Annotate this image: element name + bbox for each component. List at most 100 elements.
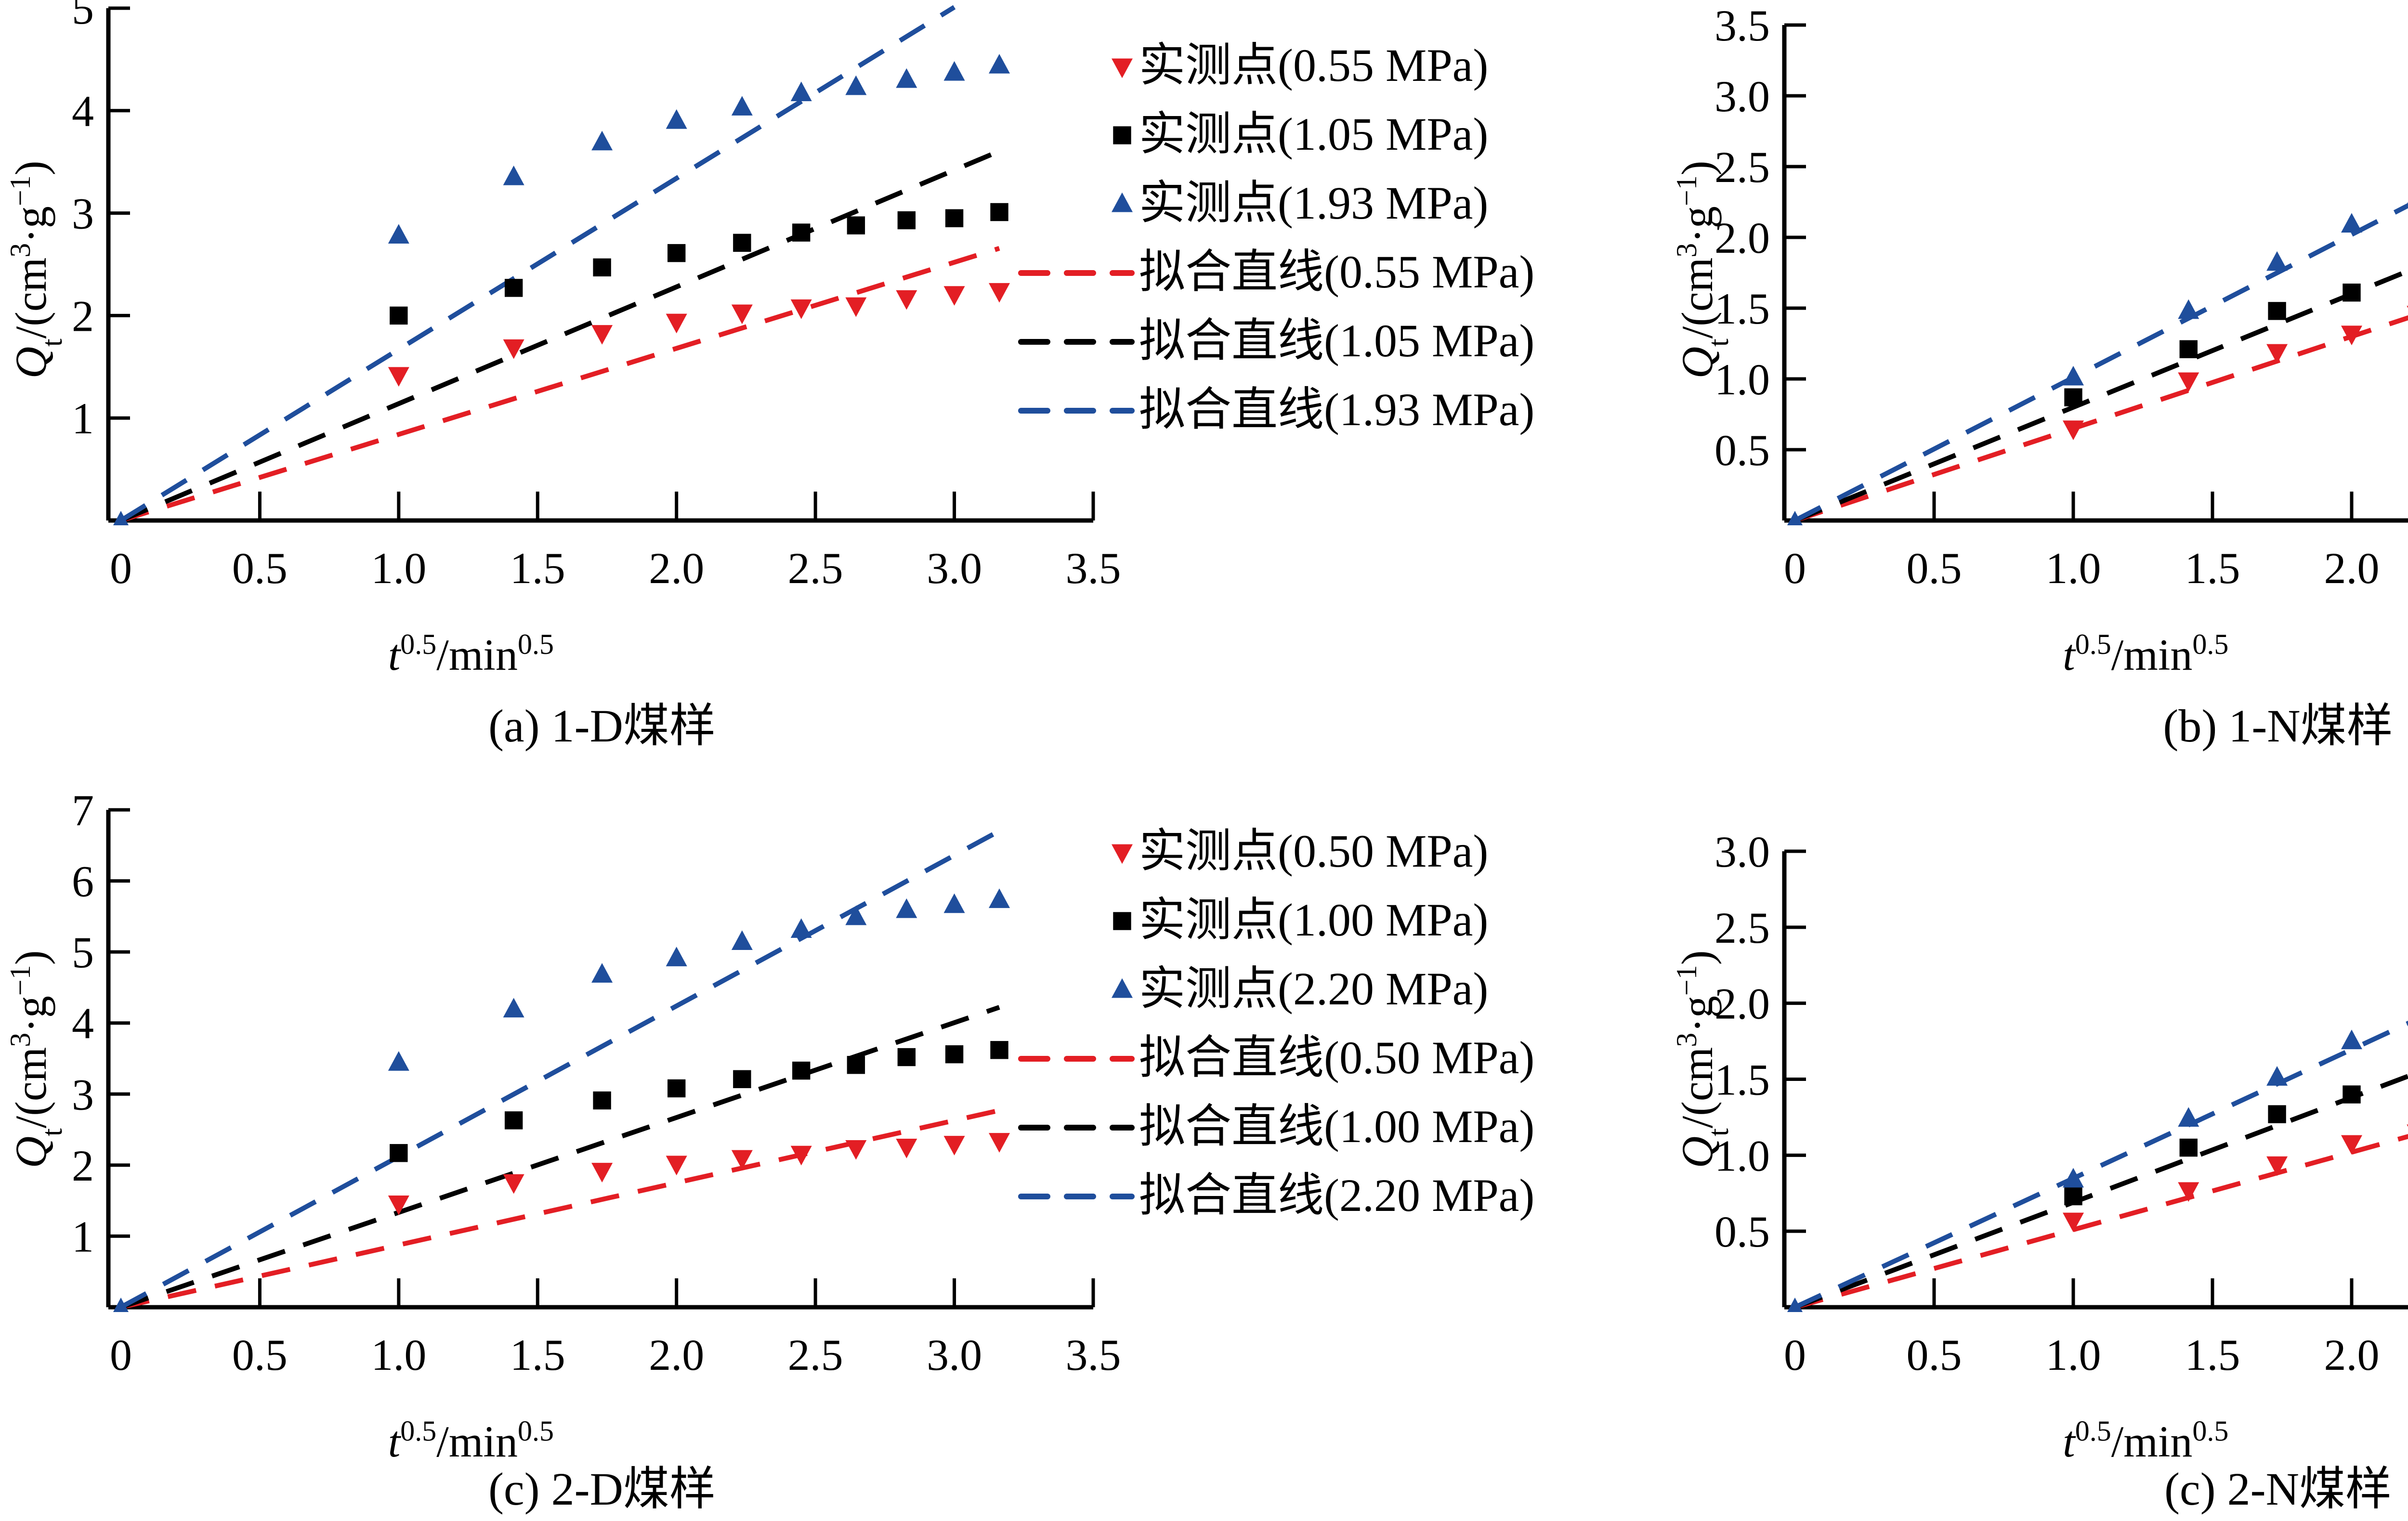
fit-line-black	[1794, 1073, 2408, 1310]
data-point-blue	[2341, 1029, 2362, 1050]
data-point-blue	[943, 893, 965, 913]
x-tick-label: 0.5	[232, 544, 288, 593]
data-point-blue	[2407, 1022, 2408, 1025]
data-point-red	[666, 1156, 687, 1176]
y-tick-label: 3.0	[1714, 72, 1770, 121]
data-point-black	[2343, 283, 2361, 302]
panel-a: 0 0.5 1.0 1.5 2.0 2.5 3.0 3.5 1 2 3 4 5 t0.5/min0.5 Qt…	[4, 0, 1534, 752]
data-point-blue	[845, 905, 867, 925]
panel-caption: (c) 2-N煤样	[2164, 1463, 2392, 1515]
data-point-red	[503, 339, 524, 359]
data-point-blue	[2063, 1168, 2084, 1188]
y-tick-label: 2.0	[1714, 213, 1770, 262]
x-tick-label: 3.5	[1066, 1330, 1121, 1379]
data-point-blue	[2063, 365, 2084, 386]
data-point-red	[790, 1145, 812, 1166]
data-point-blue	[2178, 299, 2199, 319]
panel-caption: (c) 2-D煤样	[488, 1463, 716, 1515]
legend-marker-square	[1113, 126, 1131, 144]
fit-line-blue	[1793, 203, 2408, 523]
data-point-black	[847, 216, 865, 234]
y-tick-label: 3	[72, 189, 94, 238]
y-tick-label: 2	[72, 1141, 94, 1190]
data-point-blue	[2407, 202, 2408, 205]
x-tick-label: 0.5	[232, 1330, 288, 1379]
legend-label: 实测点(0.55 MPa)	[1139, 39, 1488, 91]
x-tick-label: 0	[110, 1330, 132, 1379]
data-point-black	[945, 1045, 964, 1064]
x-tick-label: 1.0	[2046, 1330, 2101, 1379]
legend-item: 拟合直线(2.20 MPa)	[1018, 1170, 1534, 1221]
origin-marker	[1787, 1298, 1803, 1312]
data-point-blue	[989, 53, 1010, 74]
y-tick-label: 5	[72, 928, 94, 977]
y-tick-label: 1.5	[1714, 1055, 1770, 1105]
data-point-red	[896, 1138, 917, 1158]
data-point-blue	[388, 224, 409, 244]
legend-item: 实测点(1.00 MPa)	[1113, 894, 1488, 946]
y-tick-label: 1	[72, 394, 94, 443]
data-point-red	[503, 1174, 524, 1194]
data-point-red	[2178, 372, 2199, 392]
y-tick-label: 2.5	[1714, 903, 1770, 952]
x-axis-title: t0.5/min0.5	[388, 1415, 554, 1466]
data-point-red	[989, 1133, 1010, 1153]
legend-marker-triangle-up	[1112, 192, 1133, 212]
data-point-black	[945, 209, 964, 227]
panel-caption: (b) 1-N煤样	[2163, 700, 2393, 752]
legend-label: 拟合直线(1.00 MPa)	[1139, 1101, 1534, 1152]
data-point-blue	[943, 61, 965, 81]
data-point-blue	[731, 930, 753, 950]
data-point-red	[2341, 1135, 2362, 1155]
data-point-red	[731, 304, 753, 325]
legend-marker-square	[1113, 912, 1131, 930]
legend-item: 实测点(0.55 MPa)	[1112, 39, 1488, 91]
legend-item: 拟合直线(1.93 MPa)	[1018, 384, 1534, 435]
data-point-black	[847, 1056, 865, 1074]
data-point-black	[2179, 1138, 2198, 1157]
y-tick-label: 2.0	[1714, 979, 1770, 1028]
y-axis-title: Qt/(cm3·g−1)	[1671, 950, 1734, 1169]
data-point-black	[897, 1048, 916, 1066]
legend-item: 拟合直线(1.00 MPa)	[1018, 1101, 1534, 1152]
fit-line-blue	[119, 5, 956, 523]
x-tick-label: 3.0	[927, 544, 982, 593]
data-point-red	[989, 283, 1010, 303]
data-point-red	[943, 286, 965, 306]
y-tick-label: 7	[72, 786, 94, 835]
data-point-red	[2266, 1156, 2288, 1176]
data-point-blue	[731, 96, 753, 116]
y-tick-label: 4	[72, 999, 94, 1048]
data-point-black	[504, 1111, 523, 1130]
data-point-red	[591, 1163, 613, 1183]
fit-line-black	[120, 1005, 1000, 1310]
x-tick-label: 1.5	[510, 1330, 565, 1379]
origin-marker	[113, 511, 129, 525]
y-axis-title: Qt/(cm3·g−1)	[4, 950, 68, 1169]
x-axis-title: t0.5/min0.5	[388, 628, 554, 679]
x-tick-label: 1.5	[2185, 544, 2240, 593]
legend-item: 实测点(2.20 MPa)	[1112, 963, 1488, 1014]
y-axis-title: Qt/(cm3·g−1)	[1671, 161, 1734, 379]
legend: 实测点(0.55 MPa) 实测点(1.05 MPa) 实测点(1.93 MPa) 拟…	[1018, 39, 1534, 435]
data-point-blue	[845, 75, 867, 95]
data-point-black	[504, 279, 523, 297]
panel-caption: (a) 1-D煤样	[488, 700, 716, 752]
legend-label: 拟合直线(1.93 MPa)	[1139, 384, 1534, 435]
data-point-black	[792, 1061, 811, 1080]
x-tick-label: 2.0	[2324, 544, 2380, 593]
x-tick-label: 1.5	[2185, 1330, 2240, 1379]
data-point-black	[2343, 1085, 2361, 1104]
legend-label: 实测点(1.05 MPa)	[1139, 108, 1488, 160]
y-tick-label: 1.0	[1714, 355, 1770, 404]
legend-label: 拟合直线(2.20 MPa)	[1139, 1170, 1534, 1221]
data-point-blue	[503, 165, 524, 185]
data-point-blue	[2341, 213, 2362, 233]
y-tick-label: 4	[72, 87, 94, 136]
legend-item: 实测点(1.05 MPa)	[1113, 108, 1488, 160]
data-point-black	[593, 1091, 611, 1110]
data-point-blue	[790, 81, 812, 102]
data-point-blue	[2178, 1107, 2199, 1127]
data-point-red	[388, 367, 409, 387]
x-tick-label: 1.5	[510, 544, 565, 593]
